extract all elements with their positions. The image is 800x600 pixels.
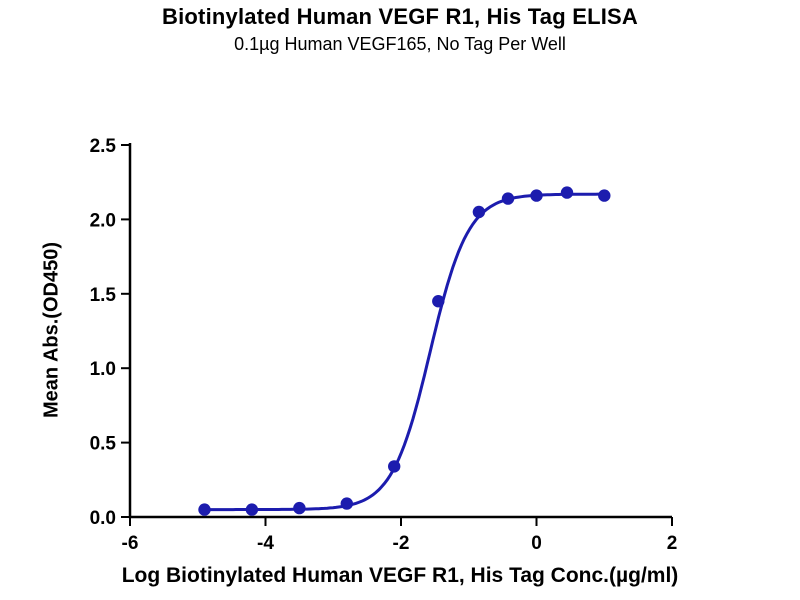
x-tick-label: 2 xyxy=(667,533,678,554)
data-point xyxy=(560,186,574,199)
data-point xyxy=(245,503,259,516)
x-axis-label: Log Biotinylated Human VEGF R1, His Tag … xyxy=(121,564,679,587)
y-tick-label: 1.0 xyxy=(90,359,116,380)
x-tick-label: -6 xyxy=(122,533,139,554)
data-point xyxy=(293,501,306,515)
axes xyxy=(128,143,672,519)
data-point xyxy=(198,503,211,516)
y-tick-label: 0.0 xyxy=(90,508,116,529)
y-tick-label: 1.5 xyxy=(90,285,117,306)
fit-curve xyxy=(203,192,606,512)
x-tick-label: 0 xyxy=(531,533,542,554)
y-tick-label: 2.0 xyxy=(90,210,116,231)
data-point xyxy=(340,497,353,510)
y-tick-label: 2.5 xyxy=(90,136,117,157)
data-point xyxy=(388,460,401,473)
data-point xyxy=(501,192,515,205)
y-tick-label: 0.5 xyxy=(90,434,117,455)
chart-subtitle: 0.1µg Human VEGF165, No Tag Per Well xyxy=(234,34,566,54)
chart-title: Biotinylated Human VEGF R1, His Tag ELIS… xyxy=(162,4,638,29)
data-point xyxy=(432,295,445,308)
x-tick-label: -2 xyxy=(393,533,410,554)
data-point xyxy=(530,189,543,202)
data-point xyxy=(598,189,611,202)
y-axis-label: Mean Abs.(OD450) xyxy=(40,242,63,418)
data-point xyxy=(472,205,486,219)
x-tick-label: -4 xyxy=(257,533,274,554)
